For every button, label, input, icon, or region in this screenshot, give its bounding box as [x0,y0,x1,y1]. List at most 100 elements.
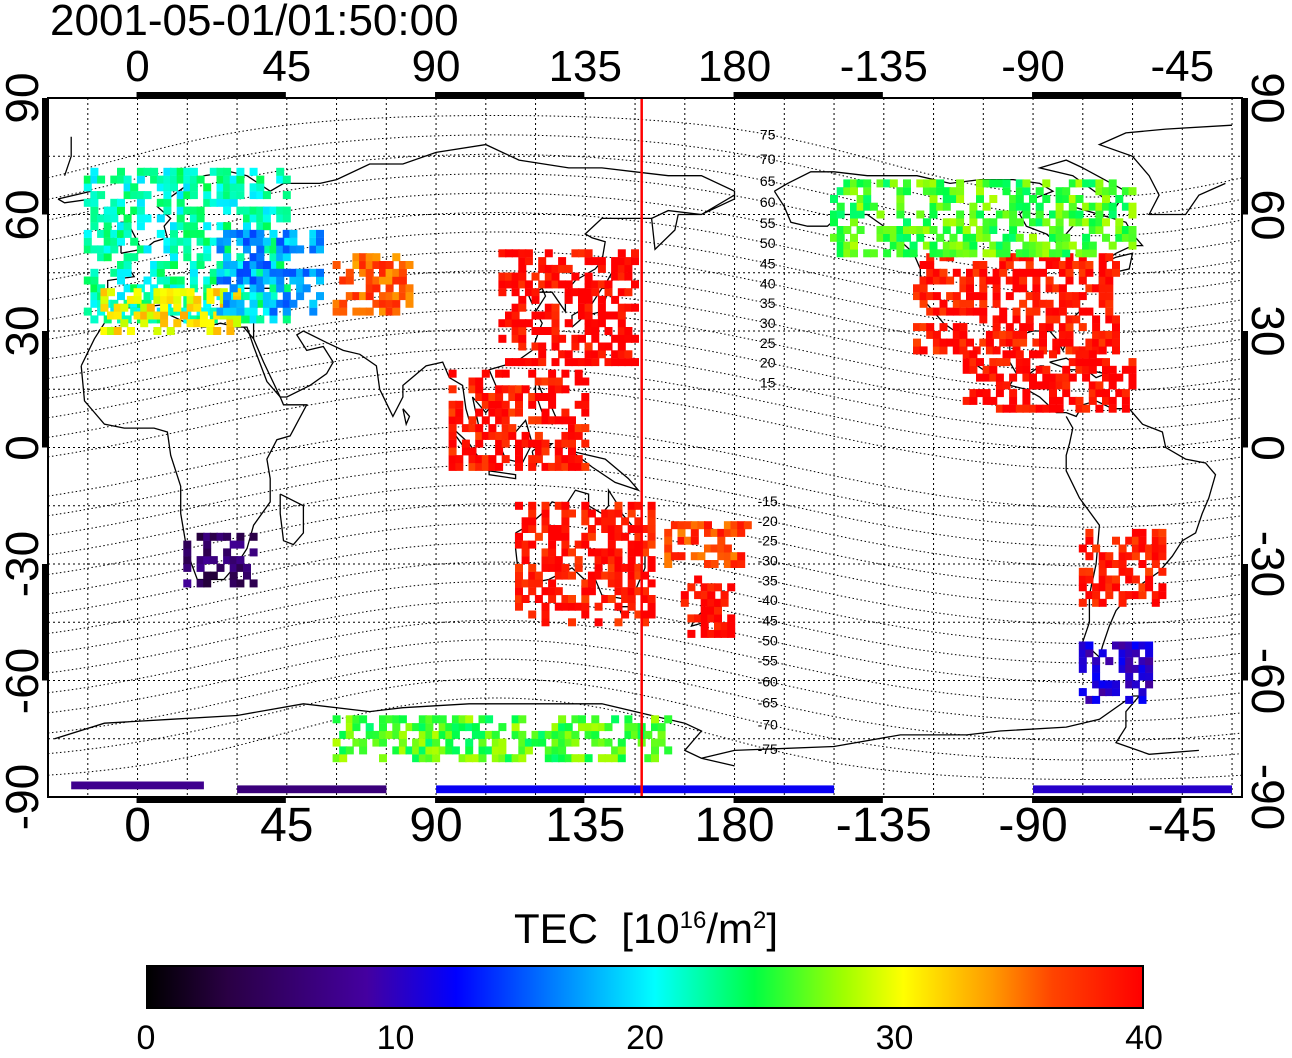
tec-data-point [528,501,537,510]
tec-data-point [541,563,550,572]
tec-data-point [1055,202,1064,211]
tec-data-point [1128,365,1137,374]
tec-data-point [936,202,945,211]
tec-data-point [1125,552,1134,561]
tec-data-point [173,319,182,328]
tec-data-point [276,206,285,215]
axis-bar-top [733,92,883,97]
tec-data-point [561,369,570,378]
tec-data-point [995,249,1004,258]
tec-data-point [511,358,520,367]
tec-data-point [495,393,504,401]
tec-data-point [103,222,112,231]
tec-data-point [956,226,965,234]
tec-data-point [641,595,649,603]
tec-data-point [554,439,563,448]
tec-data-point [976,233,984,242]
tec-data-point [143,191,152,200]
tec-data-point [176,206,185,215]
tec-data-point [939,299,948,308]
tec-data-point [574,540,583,549]
tec-data-point [896,249,905,258]
tec-data-point [475,455,484,464]
tec-data-point [478,746,487,755]
tec-data-point [511,319,520,328]
tec-data-point [249,183,258,192]
tec-data-point [1025,292,1034,301]
tec-data-point [345,715,354,724]
magnetic-latitude-label: 35 [760,295,776,311]
tec-data-point [243,315,251,324]
tec-data-point [607,509,616,518]
tec-data-point [193,319,202,328]
tec-data-point [113,327,122,335]
tec-data-point [302,284,311,293]
tec-data-point [495,462,504,471]
tec-data-point [939,323,948,332]
tec-data-point [707,583,716,592]
tec-data-band [237,785,387,794]
tec-data-point [1072,292,1081,301]
tec-data-point [707,591,716,600]
axis-bar-right [1243,331,1248,448]
tec-data-point [594,517,603,526]
tec-data-point [1032,268,1041,277]
magnetic-latitude-label: -60 [758,673,778,689]
tec-data-point [624,272,633,281]
tec-data-point [229,579,238,588]
tec-data-point [515,587,523,596]
map-title: 2001-05-01/01:50:00 [50,0,459,45]
tec-data-point [256,276,265,285]
tec-data-point [438,723,447,732]
tec-data-point [249,237,258,246]
tec-data-point [243,268,251,277]
tec-data-point [657,738,666,747]
tec-data-point [704,528,712,537]
tec-data-point [1009,218,1018,227]
tec-data-point [1029,350,1037,359]
tec-data-point [103,253,112,262]
tec-data-point [903,179,911,188]
tec-data-point [554,525,563,533]
tec-data-point [856,202,865,211]
tec-data-point [1105,575,1114,584]
tec-data-point [952,338,961,347]
tec-data-point [1035,365,1044,374]
tec-data-point [448,385,457,394]
tec-data-point [869,249,878,258]
tec-data-point [601,548,610,557]
tec-data-point [521,595,530,603]
tec-data-point [189,229,198,238]
tec-data-point [243,222,251,231]
tec-data-point [727,622,736,631]
tec-data-point [451,730,460,739]
tec-data-point [1022,187,1031,196]
tec-data-point [405,261,414,269]
tec-data-point [289,276,298,285]
tec-data-point [578,358,586,367]
tec-data-point [641,571,649,580]
tec-data-point [1078,323,1087,332]
tec-data-point [518,334,527,343]
tec-data-point [714,629,722,638]
longitude-tick-bottom: 135 [545,799,626,852]
tec-data-point [541,556,550,565]
tec-data-point [611,264,620,273]
tec-data-point [216,191,225,200]
magnetic-latitude-label: -35 [758,572,778,588]
tec-data-point [578,288,586,297]
tec-data-point [850,249,858,258]
tec-data-point [932,307,941,316]
tec-data-point [173,295,182,304]
tec-data-point [614,509,623,518]
tec-data-point [478,715,487,724]
tec-data-point [956,218,965,227]
tec-data-point [538,311,547,320]
tec-data-point [584,272,593,281]
tec-data-point [1082,365,1091,374]
tec-data-point [170,183,178,192]
tec-data-point [1025,261,1034,269]
latitude-tick-left: -60 [0,647,48,714]
tec-data-point [365,730,374,739]
tec-data-points [71,167,1232,794]
